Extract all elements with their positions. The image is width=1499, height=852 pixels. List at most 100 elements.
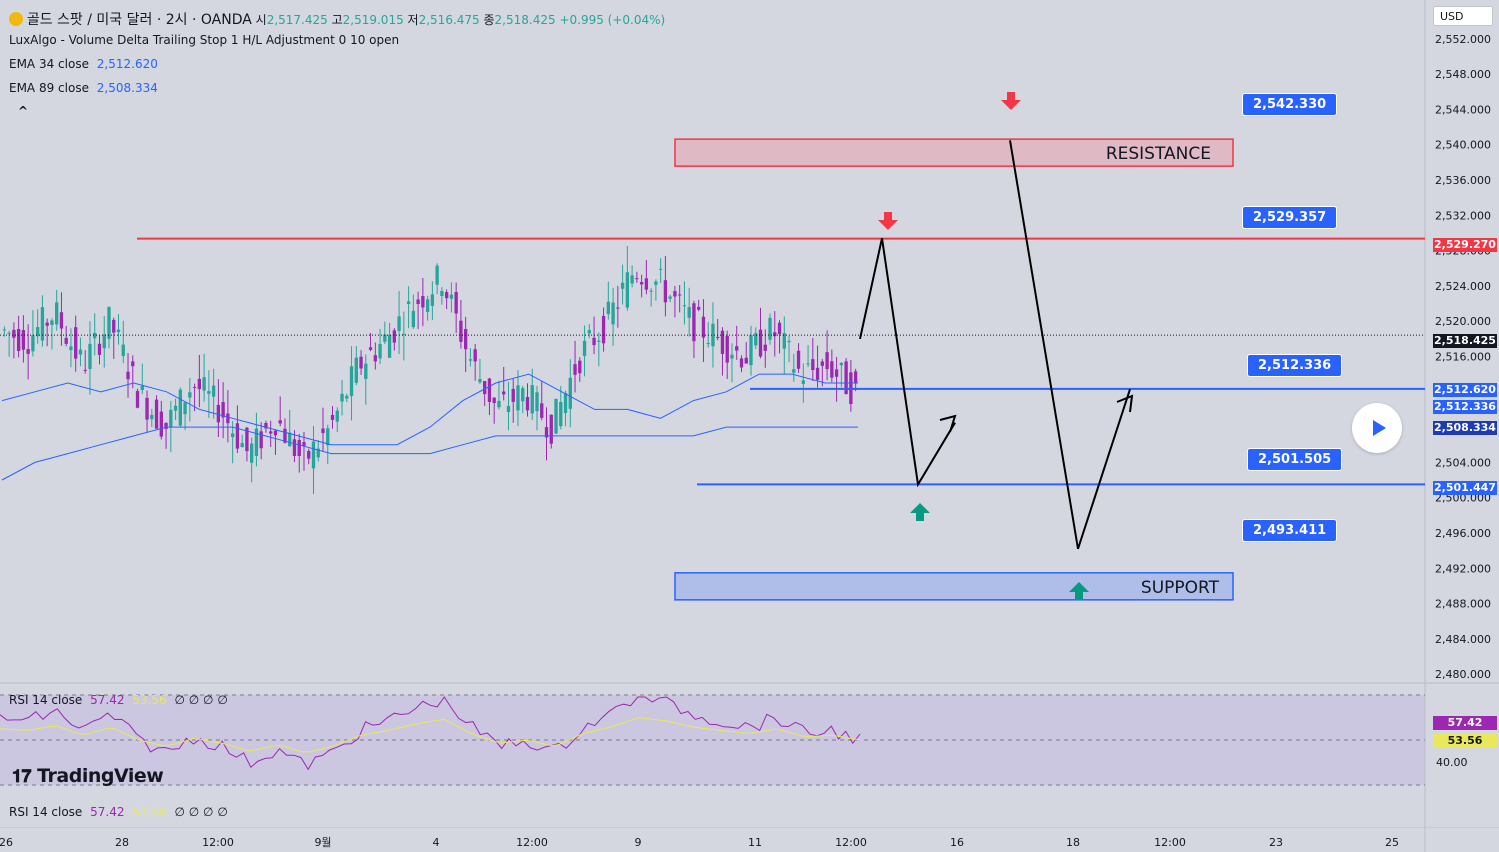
tradingview-logo[interactable]: 𝟏𝟕 TradingView bbox=[12, 765, 164, 787]
candle-body bbox=[573, 364, 577, 375]
candle-body bbox=[639, 282, 644, 285]
down-arrow-icon bbox=[878, 212, 898, 230]
candle-body bbox=[16, 329, 21, 352]
candle-body bbox=[373, 355, 377, 362]
x-tick-label: 12:00 bbox=[202, 836, 234, 849]
indicator-ema34[interactable]: EMA 34 close 2,512.620 bbox=[9, 57, 158, 71]
candle-body bbox=[7, 332, 11, 334]
level-tag-support[interactable]: 2,493.411 bbox=[1242, 519, 1338, 542]
y-tick-label: 2,552.000 bbox=[1435, 33, 1491, 46]
candle-body bbox=[378, 343, 382, 359]
rsi-value: 57.42 bbox=[90, 693, 125, 707]
price-tag-current: 2,518.425 bbox=[1433, 334, 1497, 348]
currency-selector[interactable]: USD bbox=[1433, 6, 1493, 26]
candle-body bbox=[207, 391, 211, 394]
close-label: 종 bbox=[483, 13, 495, 27]
ohlc-readout: 시2,517.425 고2,519.015 저2,516.475 종2,518.… bbox=[256, 13, 666, 27]
indicator-luxalgo[interactable]: LuxAlgo - Volume Delta Trailing Stop 1 H… bbox=[9, 33, 400, 47]
candle-body bbox=[792, 369, 796, 373]
rsi-extra: ∅ ∅ ∅ ∅ bbox=[174, 693, 228, 707]
candle-body bbox=[88, 343, 92, 370]
candle-body bbox=[454, 291, 458, 314]
candle-body bbox=[516, 385, 520, 411]
candle-body bbox=[197, 378, 202, 390]
y-tick-label: 2,532.000 bbox=[1435, 209, 1491, 222]
level-tag-mid[interactable]: 2,512.336 bbox=[1247, 354, 1343, 377]
candle-body bbox=[78, 349, 83, 355]
high-label: 고 bbox=[331, 13, 343, 27]
candle-body bbox=[649, 290, 653, 292]
candle-body bbox=[345, 395, 349, 399]
candle-body bbox=[502, 391, 506, 395]
candle-body bbox=[716, 336, 720, 338]
ema89-line bbox=[1, 426, 858, 481]
x-tick-label: 18 bbox=[1066, 836, 1080, 849]
rsi-ma-line bbox=[0, 717, 861, 753]
candle-body bbox=[150, 414, 154, 420]
candle-body bbox=[383, 334, 387, 342]
candle-body bbox=[297, 439, 301, 457]
symbol-title[interactable]: 골드 스팟 / 미국 달러 · 2시 · OANDA bbox=[26, 12, 252, 28]
high-value: 2,519.015 bbox=[342, 13, 404, 27]
ema89-value: 2,508.334 bbox=[96, 81, 158, 95]
price-tag-low: 2,501.447 bbox=[1433, 481, 1497, 495]
candle-body bbox=[250, 443, 254, 463]
candle-body bbox=[273, 430, 278, 436]
x-tick-label: 9 bbox=[635, 836, 642, 849]
candle-body bbox=[126, 371, 130, 380]
candle-body bbox=[135, 390, 140, 408]
candle-body bbox=[554, 398, 558, 434]
tradingview-brand: TradingView bbox=[37, 765, 164, 787]
projection-arrow-head-2 bbox=[1116, 394, 1134, 413]
level-tag-low[interactable]: 2,501.505 bbox=[1247, 448, 1343, 471]
candle-body bbox=[535, 392, 539, 412]
level-tag-resistance-top[interactable]: 2,542.330 bbox=[1242, 93, 1338, 116]
level-tag-resistance-line[interactable]: 2,529.357 bbox=[1242, 206, 1338, 229]
candle-body bbox=[340, 393, 344, 402]
candle-body bbox=[202, 377, 206, 391]
price-tag-level: 2,512.336 bbox=[1433, 400, 1497, 414]
candle-body bbox=[506, 405, 511, 412]
candle-body bbox=[173, 405, 178, 411]
rsi-bottom-extra: ∅ ∅ ∅ ∅ bbox=[174, 805, 228, 819]
candle-body bbox=[706, 343, 710, 345]
indicator-ema89[interactable]: EMA 89 close 2,508.334 bbox=[9, 81, 158, 95]
rsi-bottom-label: RSI 14 close bbox=[9, 805, 83, 819]
candle-body bbox=[773, 332, 777, 337]
candle-body bbox=[321, 428, 325, 434]
candle-body bbox=[392, 330, 396, 343]
candle-body bbox=[801, 380, 805, 384]
x-tick-label: 25 bbox=[1385, 836, 1399, 849]
x-tick-label: 12:00 bbox=[516, 836, 548, 849]
candle-body bbox=[131, 361, 135, 367]
candle-body bbox=[211, 385, 216, 397]
candle-body bbox=[511, 388, 515, 402]
candle-body bbox=[316, 448, 320, 458]
play-icon[interactable] bbox=[1352, 403, 1402, 453]
rsi-legend[interactable]: RSI 14 close 57.42 53.56 ∅ ∅ ∅ ∅ bbox=[9, 693, 228, 707]
y-tick-label: 2,480.000 bbox=[1435, 668, 1491, 681]
candle-body bbox=[720, 330, 725, 354]
y-tick-label: 2,536.000 bbox=[1435, 174, 1491, 187]
candle-body bbox=[311, 441, 316, 469]
close-value: 2,518.425 bbox=[494, 13, 556, 27]
ema34-line bbox=[1, 373, 858, 446]
rsi-legend-bottom[interactable]: RSI 14 close 57.42 53.56 ∅ ∅ ∅ ∅ bbox=[9, 805, 228, 819]
candle-body bbox=[102, 334, 106, 349]
candle-body bbox=[169, 409, 173, 428]
candle-body bbox=[468, 359, 473, 361]
collapse-chevron-icon[interactable]: ^ bbox=[18, 104, 29, 118]
y-tick-label: 2,524.000 bbox=[1435, 280, 1491, 293]
y-tick-label: 2,504.000 bbox=[1435, 456, 1491, 469]
down-arrow-icon bbox=[1001, 92, 1021, 110]
candle-body bbox=[112, 319, 116, 333]
candle-body bbox=[611, 302, 615, 325]
candle-body bbox=[606, 301, 610, 315]
candle-body bbox=[12, 329, 16, 338]
candle-body bbox=[269, 431, 273, 434]
candle-body bbox=[725, 336, 729, 363]
rsi-tag-value: 57.42 bbox=[1433, 716, 1497, 730]
support-label: SUPPORT bbox=[1141, 578, 1220, 598]
low-label: 저 bbox=[407, 13, 419, 27]
